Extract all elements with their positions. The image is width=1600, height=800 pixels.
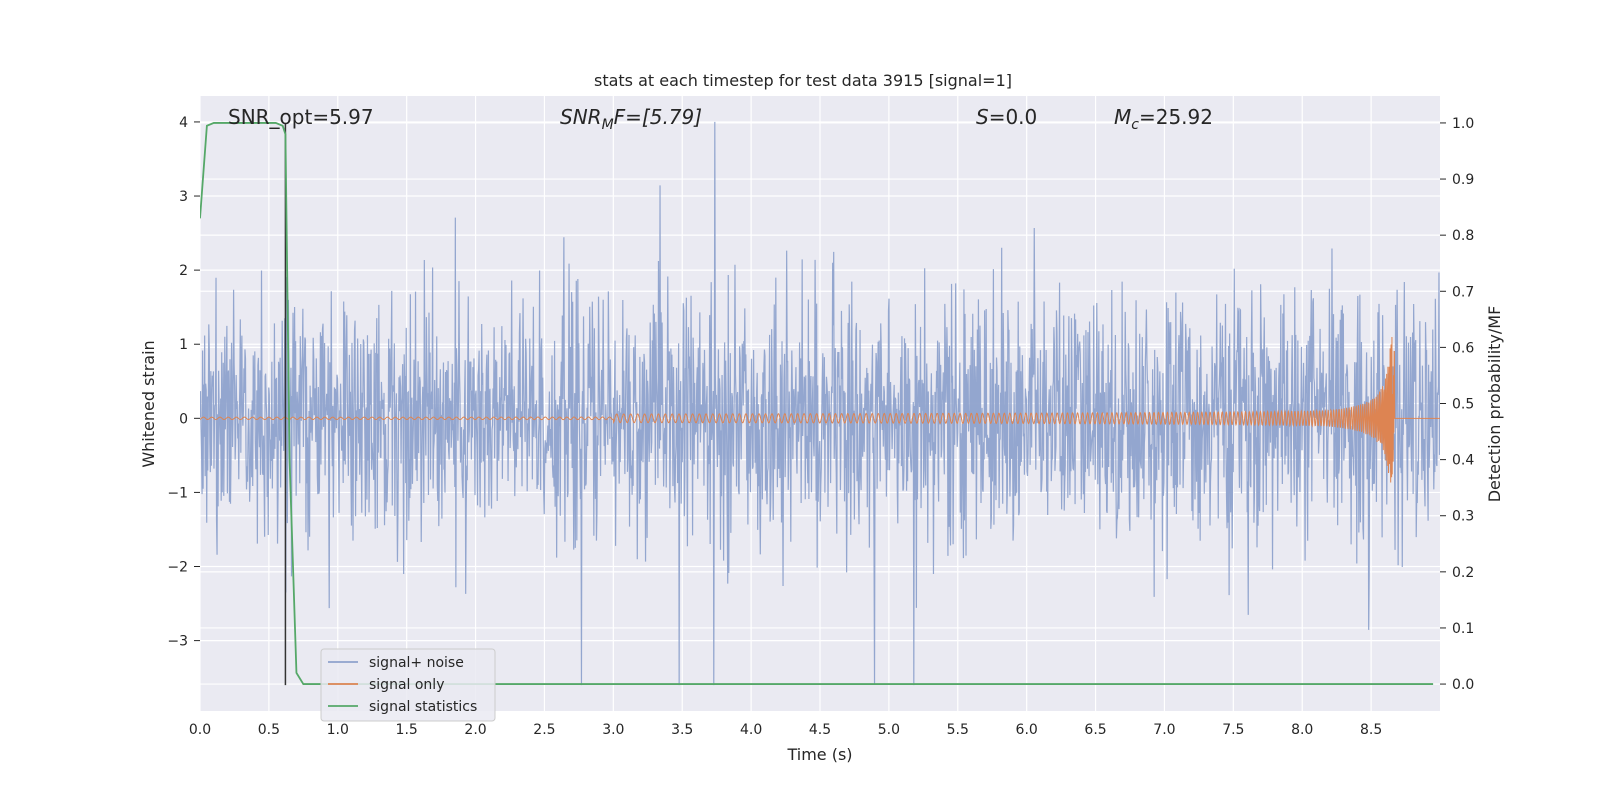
- annotation-mc-symbol: M: [1114, 105, 1131, 129]
- x-tick-label: 0.5: [258, 722, 280, 738]
- y-axis-label: Whitened strain: [139, 340, 158, 467]
- y-tick-label: 2: [179, 263, 188, 279]
- annotation-s-value: =0.0: [989, 105, 1038, 129]
- y-tick-label: 3: [179, 189, 188, 205]
- annotation-mc-value: =25.92: [1139, 105, 1213, 129]
- x-tick-label: 8.0: [1291, 722, 1313, 738]
- y-right-tick-label: 0.0: [1452, 677, 1474, 693]
- annotation-snr-mf-symbol: SNR: [560, 105, 602, 129]
- annotation-snr-opt: SNR_opt=5.97: [228, 105, 374, 129]
- y-right-tick-label: 0.9: [1452, 172, 1474, 188]
- x-tick-label: 7.0: [1153, 722, 1175, 738]
- y-tick-label: −1: [167, 485, 188, 501]
- x-tick-label: 4.0: [740, 722, 762, 738]
- y-right-tick-label: 0.1: [1452, 621, 1474, 637]
- annotation-snr-mf-subscript: M: [602, 117, 614, 133]
- annotation-s-symbol: S: [976, 105, 989, 129]
- x-tick-label: 3.5: [671, 722, 693, 738]
- x-tick-label: 2.5: [533, 722, 555, 738]
- y-right-axis-ticks: 1.0 0.9 0.8 0.7 0.6 0.5 0.4 0.3 0.2 0.1 0.0: [1440, 116, 1474, 693]
- y-right-tick-label: 0.7: [1452, 284, 1474, 300]
- y-right-tick-label: 0.6: [1452, 340, 1474, 356]
- y-right-tick-label: 0.5: [1452, 397, 1474, 413]
- y-tick-label: −3: [167, 634, 188, 650]
- x-tick-label: 5.0: [878, 722, 900, 738]
- y-axis-ticks: 4 3 2 1 0 −1 −2 −3: [167, 115, 200, 650]
- x-tick-label: 3.0: [602, 722, 624, 738]
- annotation-snr-mf: SNRMF=[5.79]: [560, 105, 702, 133]
- annotation-mc-subscript: c: [1131, 117, 1139, 133]
- x-tick-label: 4.5: [809, 722, 831, 738]
- x-axis-label: Time (s): [786, 745, 852, 764]
- x-tick-label: 5.5: [947, 722, 969, 738]
- x-tick-label: 0.0: [189, 722, 211, 738]
- y-tick-label: −2: [167, 560, 188, 576]
- series-signal-only: [200, 337, 1440, 483]
- y-right-tick-label: 0.8: [1452, 228, 1474, 244]
- x-tick-label: 7.5: [1222, 722, 1244, 738]
- grid-lines: [199, 96, 1440, 711]
- x-tick-label: 1.5: [396, 722, 418, 738]
- series-signal-plus-noise: [200, 121, 1440, 686]
- annotation-s: S=0.0: [976, 105, 1037, 129]
- y-right-tick-label: 0.2: [1452, 565, 1474, 581]
- annotation-snr-mf-value: F=[5.79]: [614, 105, 702, 129]
- legend-label-signal-statistics: signal statistics: [369, 699, 477, 715]
- legend-label-signal-only: signal only: [369, 677, 444, 693]
- y-right-tick-label: 0.3: [1452, 509, 1474, 525]
- annotation-mc: Mc=25.92: [1114, 105, 1213, 133]
- legend-label-signal-plus-noise: signal+ noise: [369, 655, 464, 671]
- chart-title: stats at each timestep for test data 391…: [594, 71, 1012, 90]
- series-signal-statistics: [200, 122, 1434, 685]
- x-tick-label: 1.0: [327, 722, 349, 738]
- legend: signal+ noise signal only signal statist…: [320, 648, 496, 722]
- legend-box: [320, 648, 496, 722]
- y-right-axis-label: Detection probability/MF: [1485, 306, 1504, 503]
- x-tick-label: 2.0: [464, 722, 486, 738]
- x-tick-label: 8.5: [1360, 722, 1382, 738]
- y-tick-label: 0: [179, 411, 188, 427]
- y-tick-label: 4: [179, 115, 188, 131]
- x-axis-ticks: 0.0 0.5 1.0 1.5 2.0 2.5 3.0 3.5 4.0 4.5 5.0 5.5 6.0 6…: [189, 722, 1382, 738]
- x-tick-label: 6.5: [1084, 722, 1106, 738]
- y-right-tick-label: 1.0: [1452, 116, 1474, 132]
- y-right-tick-label: 0.4: [1452, 453, 1474, 469]
- x-tick-label: 6.0: [1016, 722, 1038, 738]
- y-tick-label: 1: [179, 337, 188, 353]
